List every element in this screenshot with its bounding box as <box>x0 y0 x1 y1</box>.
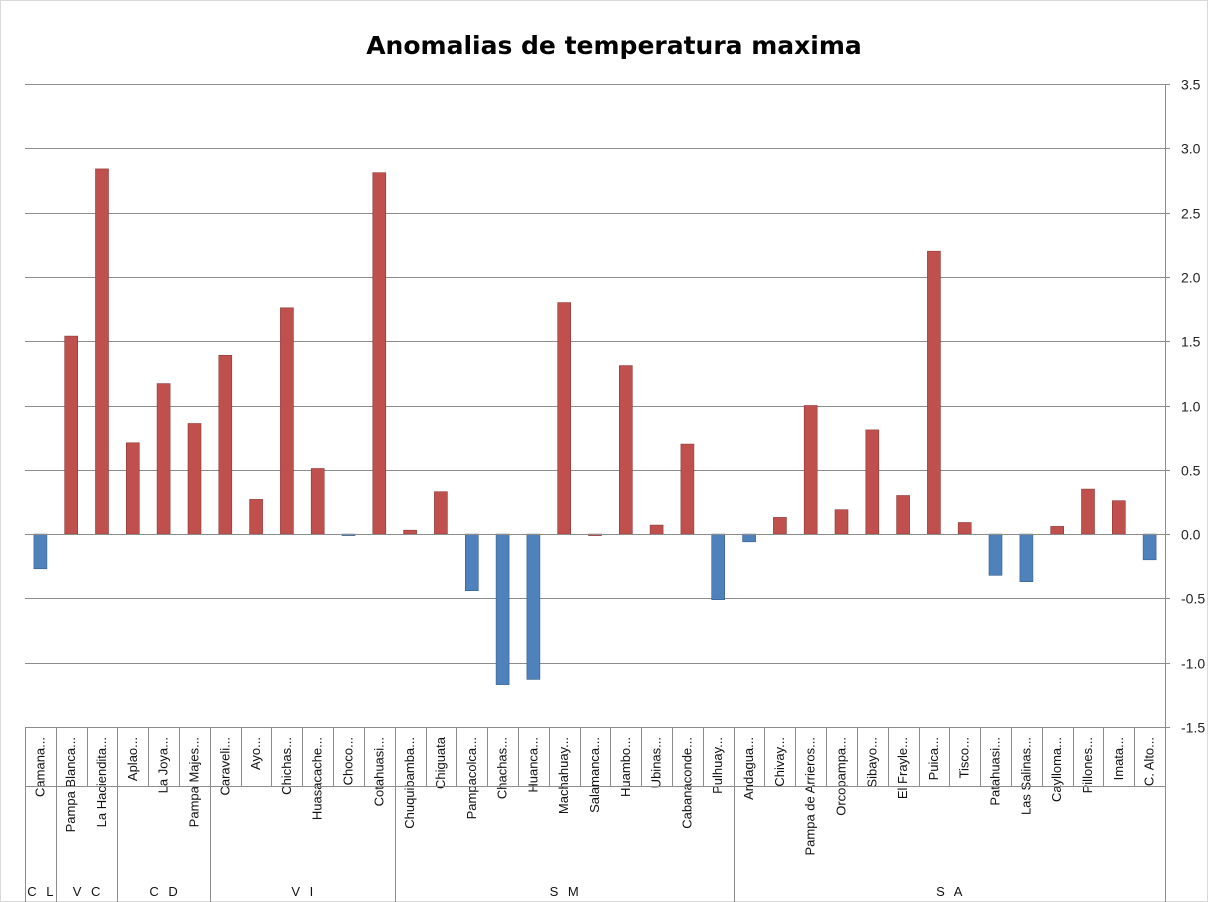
x-tick-label: Pulhuay... <box>710 737 725 794</box>
group-label: S A <box>936 884 965 899</box>
group-label: C D <box>149 884 180 899</box>
bar <box>249 499 263 535</box>
y-tick-label: 0.5 <box>1181 463 1201 479</box>
x-tick-label: Ubinas... <box>649 737 664 788</box>
bar <box>156 383 171 535</box>
y-tick-labels: 3.5 3.0 2.5 2.0 1.5 1.0 0.5 0.0 -0.5 -1.0 -1.5 <box>1181 77 1205 736</box>
x-tick-label: Andagua... <box>741 737 756 800</box>
bar <box>280 307 294 535</box>
group-label: V I <box>291 884 316 899</box>
axes <box>25 84 1166 787</box>
y-tick-label: -0.5 <box>1181 591 1205 607</box>
y-tick-label: 2.0 <box>1181 270 1201 286</box>
y-tick-label: -1.5 <box>1181 720 1205 736</box>
x-tick-label: Pampa Blanca... <box>63 737 78 832</box>
chart-title: Anomalias de temperatura maxima <box>366 31 862 60</box>
x-tick-label: Imata... <box>1111 737 1126 780</box>
y-tick-label: 1.0 <box>1181 399 1201 415</box>
bar <box>372 172 387 535</box>
bar <box>95 168 109 535</box>
group-label: V C <box>73 884 104 899</box>
x-tick-label: Huanca... <box>525 737 540 793</box>
bar <box>434 491 448 535</box>
x-tick-label: Pillones... <box>1080 737 1095 793</box>
bar <box>957 522 972 535</box>
bar <box>310 468 325 535</box>
y-tick-label: 1.5 <box>1181 334 1201 350</box>
bar <box>557 302 572 535</box>
bar <box>464 533 479 591</box>
bar <box>988 533 1003 576</box>
bar <box>64 335 78 535</box>
bar <box>126 442 140 535</box>
bar <box>187 423 202 535</box>
bar <box>218 354 233 535</box>
x-tick-label: Caraveli... <box>217 737 232 796</box>
bar <box>33 533 48 570</box>
x-tick-label: Cabanaconde... <box>679 737 694 829</box>
x-tick-label: Machahuay... <box>556 737 571 814</box>
x-tick-label: Chichas... <box>279 737 294 795</box>
x-tick-label: Ayo... <box>248 737 263 770</box>
bar <box>865 429 880 535</box>
bar <box>1112 500 1126 535</box>
x-tick-label: Camana... <box>32 737 47 797</box>
bar <box>1050 526 1064 535</box>
bar <box>1142 533 1157 561</box>
x-tick-label: Huasacache... <box>310 737 325 820</box>
bar <box>526 533 541 680</box>
x-tick-labels: Camana... Pampa Blanca... La Haciendita...… <box>32 736 1156 855</box>
x-tick-label: Salamanca... <box>587 737 602 813</box>
x-tick-label: Chachas... <box>495 737 510 799</box>
bar <box>711 533 726 600</box>
x-tick-label: Chuquibamba... <box>402 737 417 829</box>
x-tick-label: Tisco... <box>957 737 972 778</box>
x-tick-label: Aplao... <box>125 737 140 781</box>
x-tick-label: Huambo... <box>618 737 633 797</box>
x-tick-label: El Frayle... <box>895 737 910 799</box>
x-tick-label: Patahuasi... <box>988 737 1003 806</box>
y-tick-label: 0.0 <box>1181 527 1201 543</box>
group-label: S M <box>550 884 582 899</box>
bar <box>742 533 756 543</box>
bar <box>927 250 941 535</box>
x-tick-label: Pampa de Arrieros... <box>803 737 818 856</box>
group-label: C L <box>27 884 56 899</box>
y-tick-label: -1.0 <box>1181 656 1205 672</box>
bar <box>618 365 633 535</box>
x-tick-label: Chivay... <box>772 737 787 787</box>
x-tick-label: La Joya... <box>156 737 171 793</box>
bar <box>803 405 818 535</box>
bar <box>680 443 695 535</box>
bar <box>1019 533 1034 582</box>
x-tick-label: C. Alto... <box>1142 737 1157 786</box>
bar <box>896 495 910 535</box>
bar <box>649 524 664 535</box>
x-tick-label: Sibayo... <box>864 737 879 788</box>
x-tick-label: Caylloma... <box>1049 737 1064 802</box>
bar <box>834 509 849 535</box>
x-tick-label: La Haciendita... <box>94 737 109 827</box>
bars <box>33 168 1157 685</box>
x-tick-label: Pampa Majes... <box>187 737 202 827</box>
bar <box>495 533 510 685</box>
bar <box>403 529 417 535</box>
y-tick-label: 3.5 <box>1181 77 1201 93</box>
y-tick-label: 3.0 <box>1181 141 1201 157</box>
x-tick-label: Orcopampa... <box>834 737 849 816</box>
bar <box>1081 488 1095 535</box>
y-tick-label: 2.5 <box>1181 206 1201 222</box>
x-tick-label: Choco... <box>341 737 356 785</box>
x-tick-label: Las Salinas... <box>1018 737 1033 815</box>
x-tick-label: Puica... <box>926 737 941 780</box>
x-tick-label: Chiguata <box>433 736 448 789</box>
x-tick-label: Cotahuasi... <box>371 737 386 806</box>
bar <box>773 517 787 535</box>
x-tick-label: Pampacolca... <box>464 737 479 819</box>
